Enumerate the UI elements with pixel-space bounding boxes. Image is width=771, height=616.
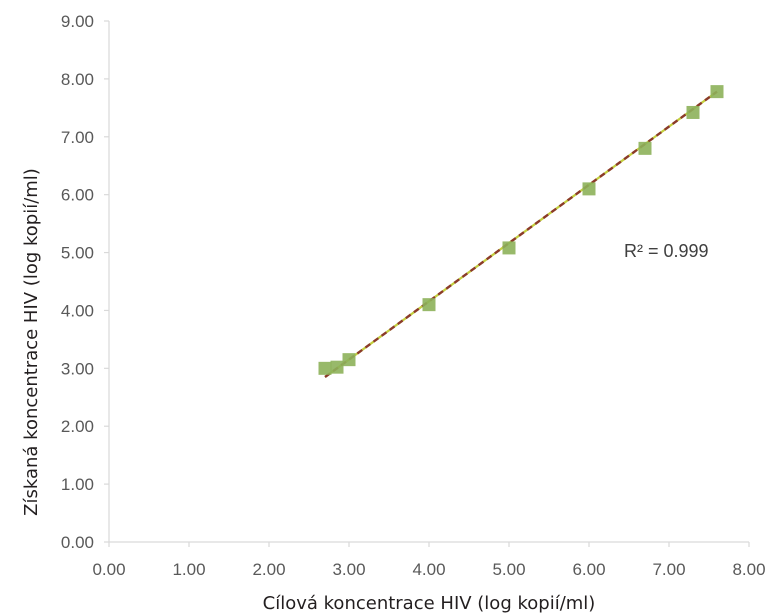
x-tick-label: 8.00 <box>732 560 765 579</box>
y-tick-label: 7.00 <box>61 128 94 147</box>
data-point <box>318 361 332 375</box>
axes <box>104 20 750 547</box>
data-point <box>686 105 700 119</box>
y-axis-title: Získaná koncentrace HIV (log kopií/ml) <box>21 168 42 516</box>
y-tick-label: 6.00 <box>61 186 94 205</box>
x-axis-title: Cílová koncentrace HIV (log kopií/ml) <box>263 593 596 614</box>
data-point <box>342 353 356 367</box>
data-point <box>422 298 436 312</box>
y-tick-label: 3.00 <box>61 359 94 378</box>
y-tick-label: 9.00 <box>61 12 94 31</box>
r-squared-annotation: R² = 0.999 <box>624 241 709 261</box>
x-tick-label: 7.00 <box>652 560 685 579</box>
x-tick-label: 6.00 <box>572 560 605 579</box>
y-tick-label: 5.00 <box>61 244 94 263</box>
data-point <box>638 141 652 155</box>
y-tick-labels: 0.00 1.00 2.00 3.00 4.00 5.00 6.00 7.00 8.00 9.00 <box>61 12 94 552</box>
y-tick-label: 1.00 <box>61 475 94 494</box>
y-tick-label: 2.00 <box>61 417 94 436</box>
trendline-group <box>324 90 718 378</box>
data-points <box>318 85 724 375</box>
x-tick-label: 0.00 <box>92 560 125 579</box>
y-tick-label: 0.00 <box>61 533 94 552</box>
y-tick-label: 4.00 <box>61 301 94 320</box>
data-point <box>502 241 516 255</box>
x-tick-label: 4.00 <box>412 560 445 579</box>
x-tick-label: 5.00 <box>492 560 525 579</box>
x-tick-label: 3.00 <box>332 560 365 579</box>
y-tick-label: 8.00 <box>61 70 94 89</box>
data-point <box>710 85 724 99</box>
data-point <box>330 360 344 374</box>
trendline <box>324 90 718 378</box>
data-point <box>582 182 596 196</box>
x-tick-label: 1.00 <box>172 560 205 579</box>
x-tick-labels: 0.00 1.00 2.00 3.00 4.00 5.00 6.00 7.00 8.00 <box>92 560 765 579</box>
x-tick-label: 2.00 <box>252 560 285 579</box>
